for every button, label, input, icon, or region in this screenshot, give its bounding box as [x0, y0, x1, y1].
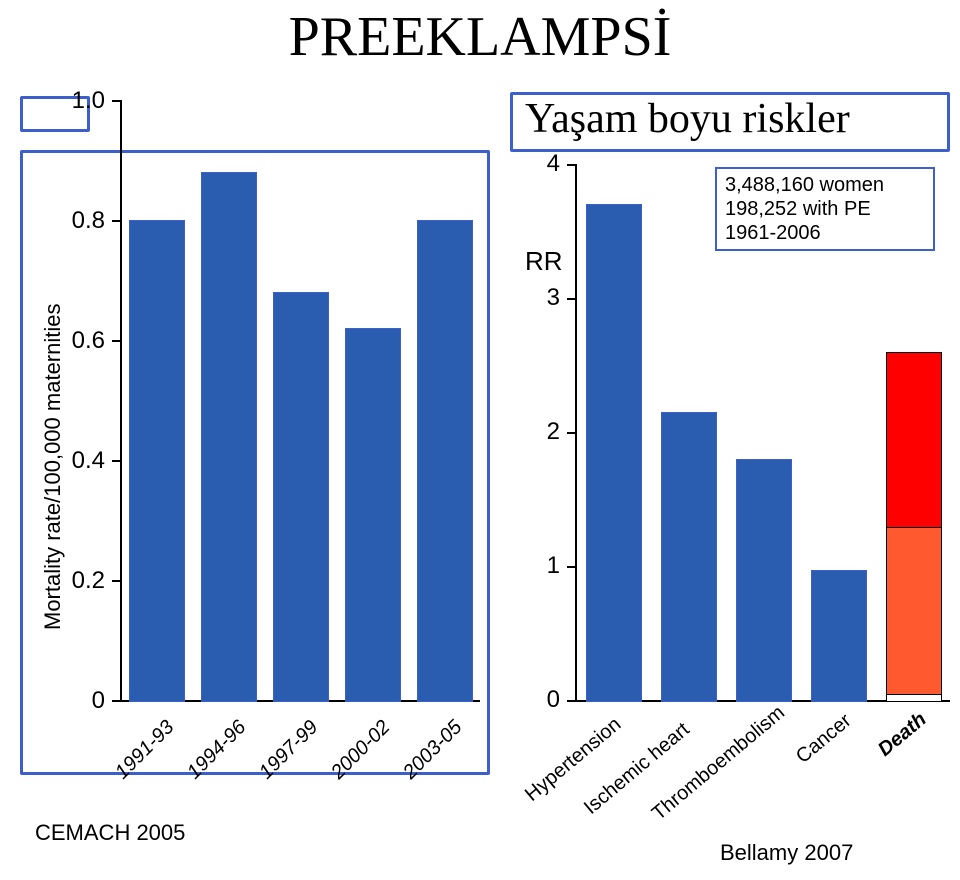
note-line-1: 3,488,160 women: [725, 173, 925, 197]
left-y-axis: [120, 100, 122, 700]
right-ytick: 3: [530, 284, 560, 312]
left-bar: [129, 220, 185, 702]
right-bar-segment: [886, 352, 942, 528]
left-ytick-mark: [112, 700, 120, 702]
right-bar: [811, 570, 867, 702]
left-ytick: 0.4: [60, 447, 105, 475]
right-ytick: 0: [530, 686, 560, 714]
right-ytick: 4: [530, 150, 560, 178]
left-ytick-mark: [112, 100, 120, 102]
right-ytick: 2: [530, 418, 560, 446]
right-ytick-mark: [567, 432, 575, 434]
right-xcat: Cancer: [792, 709, 856, 768]
right-bar: [736, 459, 792, 702]
left-bar: [417, 220, 473, 702]
left-bar: [201, 172, 257, 702]
right-xcat: Death: [874, 708, 931, 761]
left-bar: [273, 292, 329, 702]
note-line-2: 198,252 with PE: [725, 197, 925, 221]
left-ytick: 0.2: [60, 567, 105, 595]
left-ytick: 1.0: [60, 87, 105, 115]
right-bar-segment: [886, 526, 942, 696]
left-ytick-mark: [112, 460, 120, 462]
note-line-3: 1961-2006: [725, 221, 925, 245]
left-ytick: 0.6: [60, 327, 105, 355]
left-ytick: 0: [60, 687, 105, 715]
right-bar: [661, 412, 717, 702]
right-y-axis: [575, 164, 577, 700]
right-bar: [586, 204, 642, 702]
left-footer: CEMACH 2005: [35, 820, 185, 846]
right-ytick-mark: [567, 566, 575, 568]
right-chart-title: Yaşam boyu riskler: [525, 95, 850, 143]
rr-axis-label: RR: [525, 246, 563, 277]
left-ytick-mark: [112, 580, 120, 582]
right-xcat: Thromboembolism: [648, 702, 790, 826]
right-note-box: 3,488,160 women 198,252 with PE 1961-200…: [715, 167, 935, 251]
left-ytick-mark: [112, 220, 120, 222]
page-title: PREEKLAMPSİ: [0, 5, 960, 69]
right-ytick-mark: [567, 298, 575, 300]
left-ytick-mark: [112, 340, 120, 342]
left-bar: [345, 328, 401, 702]
right-ytick-mark: [567, 700, 575, 702]
right-ytick: 1: [530, 552, 560, 580]
left-ytick: 0.8: [60, 207, 105, 235]
right-footer: Bellamy 2007: [720, 840, 853, 866]
right-ytick-mark: [567, 164, 575, 166]
